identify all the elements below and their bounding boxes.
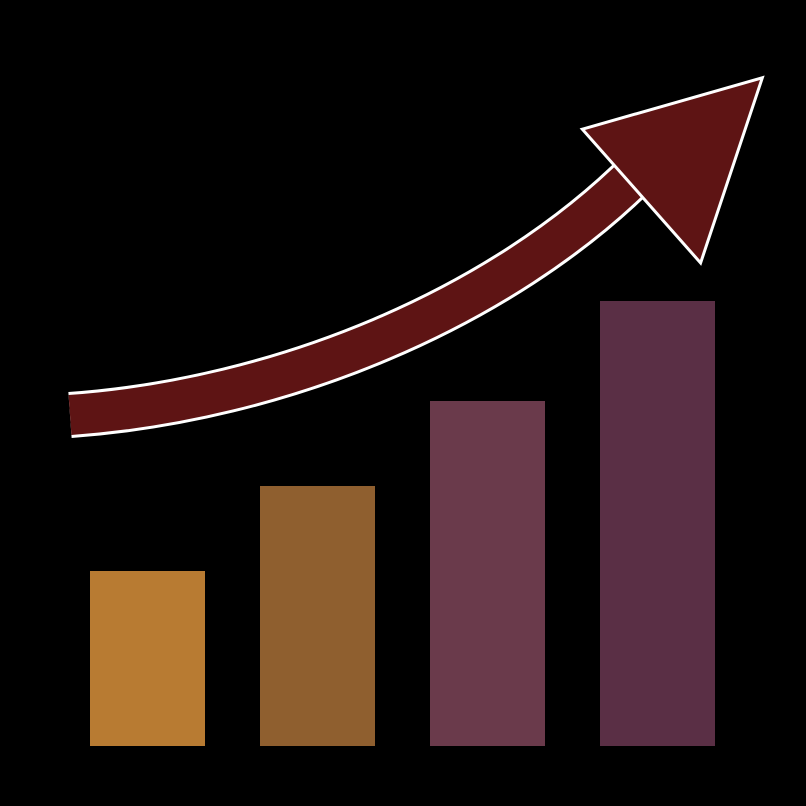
bar-2 (260, 486, 375, 746)
growth-bar-chart (0, 0, 806, 806)
arrow-curve (70, 170, 640, 415)
bar-1 (90, 571, 205, 746)
bar-3 (430, 401, 545, 746)
arrow-head-outline (585, 80, 760, 260)
arrow-head (585, 80, 760, 260)
arrow-curve-outline (70, 170, 640, 415)
bar-4 (600, 301, 715, 746)
